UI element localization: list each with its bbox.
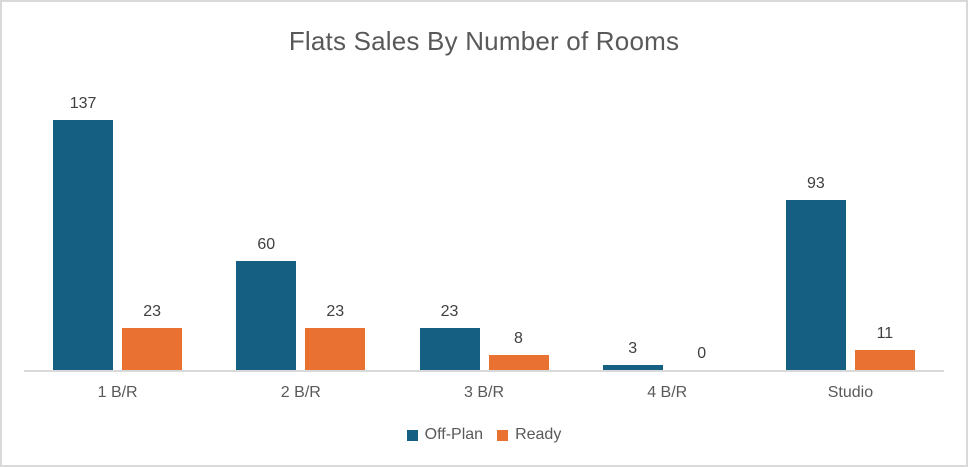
x-axis-label-2-b-r: 2 B/R [280, 384, 321, 401]
legend-item-off-plan[interactable]: Off-Plan [406, 426, 484, 444]
bar-off-plan-2-b-r[interactable] [236, 261, 297, 370]
data-label-ready-1-b-r: 23 [143, 303, 161, 321]
bar-off-plan-3-b-r[interactable] [419, 328, 480, 370]
legend-swatch-off-plan [406, 429, 418, 441]
bar-off-plan-studio[interactable] [785, 200, 846, 370]
legend-item-ready[interactable]: Ready [497, 426, 561, 444]
data-label-ready-2-b-r: 23 [326, 303, 345, 321]
bar-column-off-plan-1-b-r: 137 [53, 95, 114, 370]
legend-label-ready: Ready [515, 426, 562, 443]
data-label-ready-studio: 11 [876, 325, 894, 343]
bar-group-studio: 93 11 [759, 120, 942, 370]
data-label-ready-4-b-r: 0 [697, 345, 707, 363]
legend-swatch-ready [497, 429, 509, 441]
bar-column-off-plan-2-b-r: 60 [236, 120, 297, 370]
x-axis-labels: 1 B/R 2 B/R 3 B/R 4 B/R Studio [26, 384, 942, 402]
bar-ready-2-b-r[interactable] [305, 328, 366, 370]
bar-column-off-plan-3-b-r: 23 [419, 120, 480, 370]
legend-label-off-plan: Off-Plan [424, 426, 484, 443]
bar-column-off-plan-4-b-r: 3 [602, 120, 663, 370]
bar-column-ready-studio: 11 [854, 120, 915, 370]
data-label-off-plan-4-b-r: 3 [628, 340, 638, 358]
bar-column-ready-1-b-r: 23 [122, 120, 183, 370]
bar-off-plan-4-b-r[interactable] [602, 365, 663, 370]
bar-column-ready-3-b-r: 8 [488, 120, 549, 370]
bar-ready-1-b-r[interactable] [122, 328, 183, 370]
chart-title: Flats Sales By Number of Rooms [288, 26, 680, 56]
x-axis-label-studio: Studio [827, 384, 874, 401]
x-axis-label-1-b-r: 1 B/R [97, 384, 138, 401]
data-label-off-plan-3-b-r: 23 [440, 303, 459, 321]
bar-group-1-b-r: 137 23 [26, 95, 209, 370]
bar-off-plan-1-b-r[interactable] [53, 120, 114, 370]
bar-column-ready-2-b-r: 23 [305, 120, 366, 370]
bar-ready-studio[interactable] [854, 350, 915, 370]
bar-column-off-plan-studio: 93 [785, 120, 846, 370]
data-label-off-plan-1-b-r: 137 [69, 95, 97, 113]
data-label-off-plan-2-b-r: 60 [257, 236, 276, 254]
bar-ready-3-b-r[interactable] [488, 355, 549, 370]
data-label-ready-3-b-r: 8 [514, 330, 523, 348]
legend: Off-Plan Ready [2, 426, 966, 444]
bar-column-ready-4-b-r: 0 [672, 120, 732, 370]
data-label-off-plan-studio: 93 [807, 175, 825, 193]
bar-group-3-b-r: 23 8 [392, 120, 575, 370]
x-axis-line [24, 370, 944, 372]
x-axis-label-4-b-r: 4 B/R [647, 384, 688, 401]
plot-area: 137 23 60 23 23 8 3 0 93 11 [26, 95, 942, 370]
x-axis-label-3-b-r: 3 B/R [464, 384, 505, 401]
bar-group-2-b-r: 60 23 [209, 120, 392, 370]
